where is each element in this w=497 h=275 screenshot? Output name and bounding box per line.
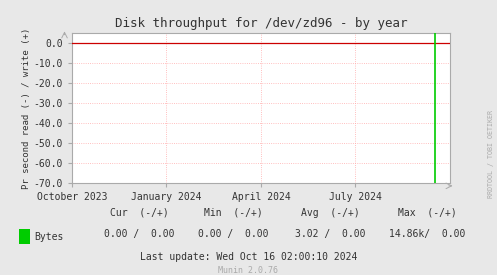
Text: Cur  (-/+): Cur (-/+) (110, 208, 168, 218)
Text: Munin 2.0.76: Munin 2.0.76 (219, 266, 278, 275)
Text: Bytes: Bytes (34, 232, 63, 241)
Title: Disk throughput for /dev/zd96 - by year: Disk throughput for /dev/zd96 - by year (115, 17, 407, 31)
Y-axis label: Pr second read (-) / write (+): Pr second read (-) / write (+) (22, 27, 31, 189)
Text: Avg  (-/+): Avg (-/+) (301, 208, 360, 218)
Text: RRDTOOL / TOBI OETIKER: RRDTOOL / TOBI OETIKER (488, 110, 494, 198)
Text: Max  (-/+): Max (-/+) (398, 208, 457, 218)
Text: 0.00 /  0.00: 0.00 / 0.00 (104, 229, 174, 238)
Text: Last update: Wed Oct 16 02:00:10 2024: Last update: Wed Oct 16 02:00:10 2024 (140, 252, 357, 262)
Text: 14.86k/  0.00: 14.86k/ 0.00 (389, 229, 466, 238)
Text: 3.02 /  0.00: 3.02 / 0.00 (295, 229, 366, 238)
Text: Min  (-/+): Min (-/+) (204, 208, 263, 218)
Text: 0.00 /  0.00: 0.00 / 0.00 (198, 229, 269, 238)
